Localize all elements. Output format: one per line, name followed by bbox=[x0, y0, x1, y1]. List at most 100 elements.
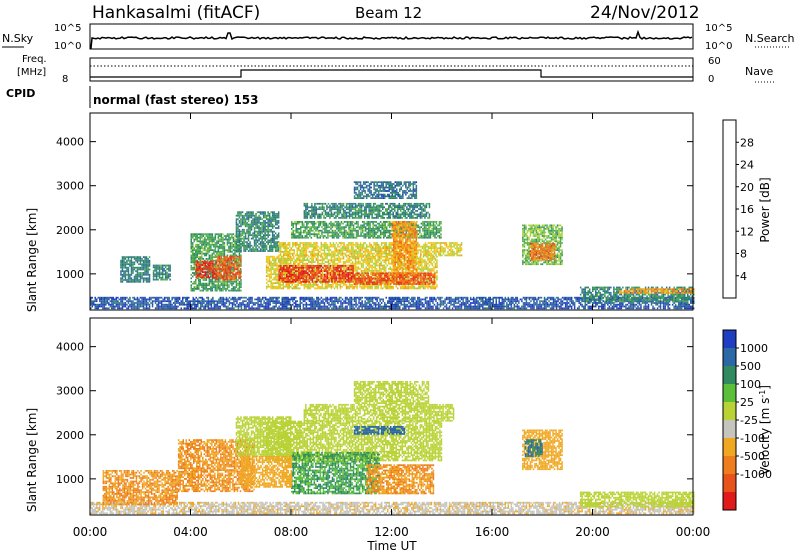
data-cell bbox=[323, 259, 325, 262]
data-cell bbox=[252, 302, 255, 304]
data-cell bbox=[252, 250, 254, 252]
data-cell bbox=[210, 269, 213, 272]
data-cell bbox=[123, 266, 125, 269]
data-cell bbox=[144, 258, 146, 260]
data-cell bbox=[152, 266, 155, 269]
data-cell bbox=[340, 303, 342, 306]
data-cell bbox=[249, 307, 252, 310]
data-cell bbox=[121, 256, 124, 258]
data-cell bbox=[388, 302, 390, 304]
data-cell bbox=[602, 307, 604, 310]
data-cell bbox=[290, 298, 292, 301]
data-cell bbox=[273, 241, 275, 243]
data-cell bbox=[336, 259, 339, 262]
data-cell bbox=[316, 298, 318, 301]
data-cell bbox=[111, 307, 113, 310]
data-cell bbox=[142, 307, 145, 310]
data-cell bbox=[347, 302, 350, 304]
data-cell bbox=[478, 303, 481, 306]
data-cell bbox=[243, 248, 245, 251]
data-cell bbox=[270, 271, 272, 274]
data-cell bbox=[204, 274, 207, 277]
data-cell bbox=[393, 298, 395, 301]
data-cell bbox=[238, 273, 240, 276]
data-cell bbox=[368, 298, 371, 301]
data-cell bbox=[210, 275, 212, 278]
data-cell bbox=[117, 303, 119, 306]
data-cell bbox=[246, 237, 248, 240]
data-cell bbox=[262, 244, 265, 247]
data-cell bbox=[276, 241, 278, 243]
data-cell bbox=[255, 237, 257, 240]
data-cell bbox=[311, 300, 314, 303]
data-cell bbox=[399, 302, 401, 304]
data-cell bbox=[213, 302, 216, 304]
data-cell bbox=[563, 307, 565, 310]
data-cell bbox=[126, 256, 128, 258]
data-cell bbox=[217, 233, 220, 236]
data-cell bbox=[537, 298, 540, 301]
data-cell bbox=[241, 216, 244, 219]
data-cell bbox=[335, 298, 338, 301]
data-cell bbox=[445, 296, 448, 299]
data-cell bbox=[103, 300, 106, 303]
data-cell bbox=[572, 302, 574, 304]
data-cell bbox=[382, 300, 384, 303]
data-cell bbox=[474, 302, 476, 304]
data-cell bbox=[237, 261, 239, 264]
data-cell bbox=[432, 302, 434, 304]
data-cell bbox=[322, 305, 324, 308]
data-cell bbox=[274, 264, 277, 267]
data-cell bbox=[174, 300, 176, 303]
data-cell bbox=[237, 213, 239, 215]
data-cell bbox=[99, 300, 101, 303]
data-cell bbox=[247, 234, 250, 236]
data-cell bbox=[324, 285, 327, 288]
data-cell bbox=[245, 300, 247, 303]
data-cell bbox=[258, 239, 260, 242]
data-cell bbox=[252, 232, 254, 235]
data-cell bbox=[405, 296, 407, 299]
data-cell bbox=[326, 268, 328, 270]
data-cell bbox=[356, 287, 358, 290]
data-cell bbox=[554, 298, 556, 301]
data-cell bbox=[326, 284, 328, 286]
data-cell bbox=[225, 289, 227, 292]
data-cell bbox=[258, 307, 261, 310]
data-cell bbox=[270, 298, 273, 301]
data-cell bbox=[390, 302, 392, 304]
data-cell bbox=[111, 302, 113, 304]
data-cell bbox=[412, 300, 415, 303]
data-cell bbox=[118, 302, 121, 304]
data-cell bbox=[318, 259, 321, 262]
data-cell bbox=[360, 285, 363, 288]
data-cell bbox=[551, 305, 553, 308]
data-cell bbox=[232, 264, 234, 267]
data-cell bbox=[510, 307, 513, 310]
data-cell bbox=[204, 305, 207, 308]
data-cell bbox=[357, 259, 360, 262]
data-cell bbox=[507, 305, 510, 308]
data-cell bbox=[267, 234, 269, 236]
data-cell bbox=[155, 268, 158, 270]
data-cell bbox=[396, 307, 398, 310]
data-cell bbox=[195, 236, 197, 239]
data-cell bbox=[233, 278, 236, 281]
data-cell bbox=[323, 287, 325, 290]
data-cell bbox=[163, 300, 166, 303]
data-cell bbox=[264, 232, 266, 235]
data-cell bbox=[576, 298, 579, 301]
data-cell bbox=[258, 220, 260, 222]
data-cell bbox=[462, 300, 464, 303]
data-cell bbox=[261, 250, 263, 252]
data-cell bbox=[194, 303, 196, 306]
data-cell bbox=[171, 305, 173, 308]
data-cell bbox=[163, 298, 166, 301]
data-cell bbox=[156, 303, 158, 306]
data-cell bbox=[554, 300, 556, 303]
data-cell bbox=[147, 302, 149, 304]
data-cell bbox=[208, 280, 211, 283]
data-cell bbox=[358, 302, 360, 304]
data-cell bbox=[224, 298, 226, 301]
